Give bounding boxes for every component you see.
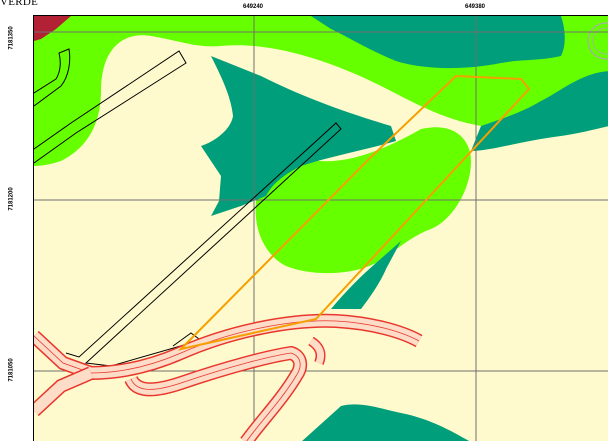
vegetation-dark-green-bottom [302, 404, 470, 441]
map-canvas[interactable] [34, 16, 608, 441]
grid-y-label-1: 7181350 [8, 26, 15, 50]
grid-y-label-2: 7181200 [8, 187, 15, 211]
roads [34, 313, 423, 441]
map-frame[interactable] [33, 15, 608, 441]
boundary-polygon[interactable] [177, 74, 531, 351]
red-area [34, 16, 71, 41]
vegetation-dark-green-right [471, 71, 608, 151]
grid-y-label-3: 7181050 [8, 358, 15, 382]
vegetation-dark-green-area [201, 56, 396, 216]
grid-x-label-2: 649380 [464, 4, 486, 10]
vegetation-dark-green-band [311, 16, 565, 69]
grid-x-label-1: 649240 [242, 4, 264, 10]
page-title: VERDE [0, 0, 39, 8]
vegetation-dark-green-strip [331, 241, 401, 309]
track-upper [34, 50, 187, 164]
track-left-curve [34, 48, 71, 107]
stamp-seal-icon [587, 22, 608, 60]
